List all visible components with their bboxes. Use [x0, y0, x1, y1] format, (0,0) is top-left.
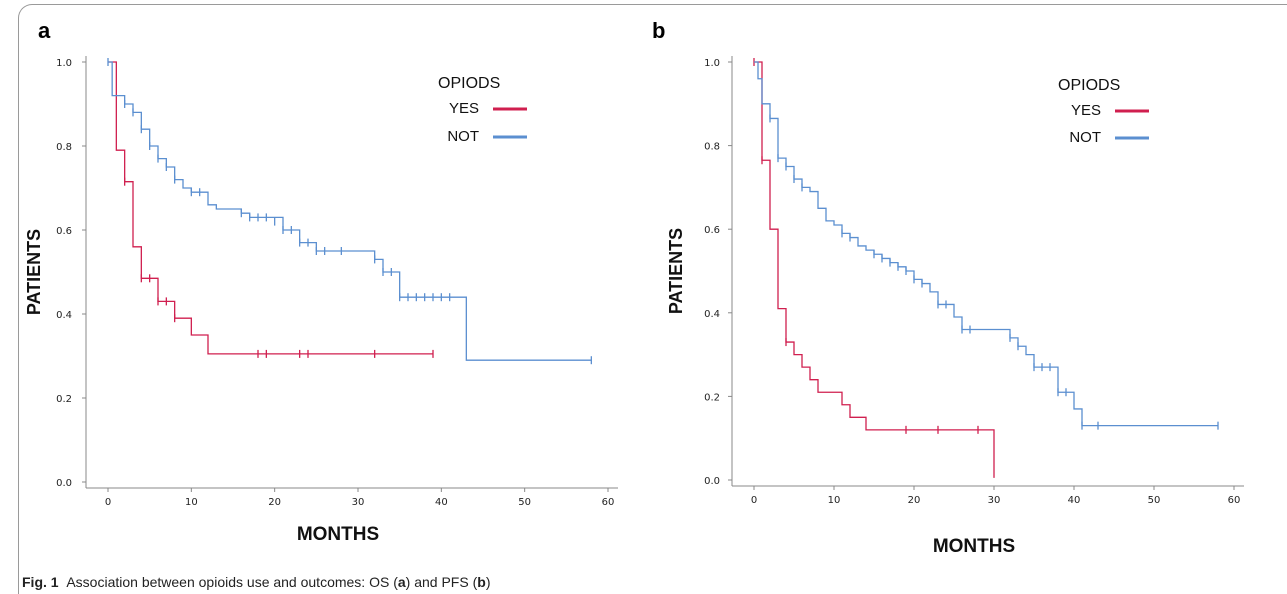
caption-part-0: Association between opioids use and outc… — [66, 574, 398, 590]
caption-part-1: a — [397, 574, 406, 590]
legend-label-yes: YES — [1071, 102, 1101, 119]
x-tick-label: 40 — [1068, 495, 1081, 506]
y-tick-label: 0.6 — [704, 225, 720, 236]
x-axis-label: MONTHS — [297, 524, 379, 545]
legend-label-not: NOT — [447, 128, 479, 145]
x-tick-label: 40 — [435, 497, 448, 508]
y-tick-label: 0.8 — [56, 142, 72, 153]
chart-b-svg: 0.0 0.2 0.4 0.6 0.8 1.0 0 10 20 30 40 50 60 PATIENTS M… — [666, 56, 1244, 557]
y-tick-label: 1.0 — [56, 58, 72, 69]
x-tick-label: 0 — [105, 497, 111, 508]
x-tick-label: 30 — [352, 497, 365, 508]
panel-b-letter: b — [652, 18, 666, 43]
survival-curve-not — [754, 61, 1218, 427]
y-tick-label: 0.2 — [704, 392, 720, 403]
x-tick-label: 10 — [185, 497, 198, 508]
y-tick-label: 0.2 — [56, 394, 72, 405]
y-tick-label: 0.4 — [704, 309, 720, 320]
caption-part-4: ) — [485, 574, 491, 590]
x-tick-label: 50 — [1148, 495, 1161, 506]
y-tick-label: 0.6 — [56, 226, 72, 237]
caption-part-2: ) and PFS ( — [405, 574, 478, 590]
y-tick-label: 0.0 — [704, 476, 720, 487]
axes-b: 0.0 0.2 0.4 0.6 0.8 1.0 0 10 20 30 40 50 60 — [704, 56, 1244, 506]
survival-curve-yes — [754, 61, 995, 478]
x-tick-label: 60 — [602, 497, 615, 508]
legend-a: OPIODS YES NOT — [438, 75, 527, 145]
x-tick-label: 30 — [988, 495, 1001, 506]
legend-title: OPIODS — [438, 75, 500, 92]
figure-frame — [18, 4, 1287, 594]
y-tick-label: 0.8 — [704, 142, 720, 153]
series-yes — [108, 61, 434, 358]
series-not — [754, 61, 1219, 430]
x-tick-label: 20 — [268, 497, 281, 508]
axes-a: 0.0 0.2 0.4 0.6 0.8 1.0 0 10 20 30 40 50 60 — [56, 56, 618, 508]
chart-a-svg: 0.0 0.2 0.4 0.6 0.8 1.0 0 10 20 30 40 50 60 PATIENTS M… — [24, 56, 618, 545]
x-tick-label: 60 — [1228, 495, 1241, 506]
y-tick-label: 0.0 — [56, 478, 72, 489]
series-not — [107, 58, 592, 365]
panel-a: a 0.0 0.2 0.4 0.6 0.8 1.0 0 10 20 30 40 50 60 PATIENT… — [0, 0, 640, 594]
y-axis-label: PATIENTS — [24, 229, 44, 315]
series-yes — [753, 58, 995, 478]
x-tick-label: 10 — [828, 495, 841, 506]
caption-fig-label: Fig. 1 — [22, 574, 59, 590]
x-tick-label: 50 — [518, 497, 531, 508]
panel-a-letter: a — [38, 18, 51, 43]
legend-label-not: NOT — [1069, 129, 1101, 146]
legend-title: OPIODS — [1058, 77, 1120, 94]
panel-b: b 0.0 0.2 0.4 0.6 0.8 1.0 0 10 20 30 40 50 60 PATIENT… — [644, 0, 1284, 594]
x-tick-label: 20 — [908, 495, 921, 506]
survival-curve-yes — [108, 61, 433, 355]
y-tick-label: 1.0 — [704, 58, 720, 69]
legend-b: OPIODS YES NOT — [1058, 77, 1149, 146]
y-tick-label: 0.4 — [56, 310, 72, 321]
figure-caption: Fig. 1 Association between opioids use a… — [22, 574, 491, 590]
x-axis-label: MONTHS — [933, 536, 1015, 557]
y-axis-label: PATIENTS — [666, 228, 686, 314]
survival-curve-not — [108, 61, 592, 361]
x-tick-label: 0 — [751, 495, 757, 506]
caption-part-3: b — [477, 574, 486, 590]
legend-label-yes: YES — [449, 100, 479, 117]
caption-text: Association between opioids use and outc… — [66, 574, 490, 590]
